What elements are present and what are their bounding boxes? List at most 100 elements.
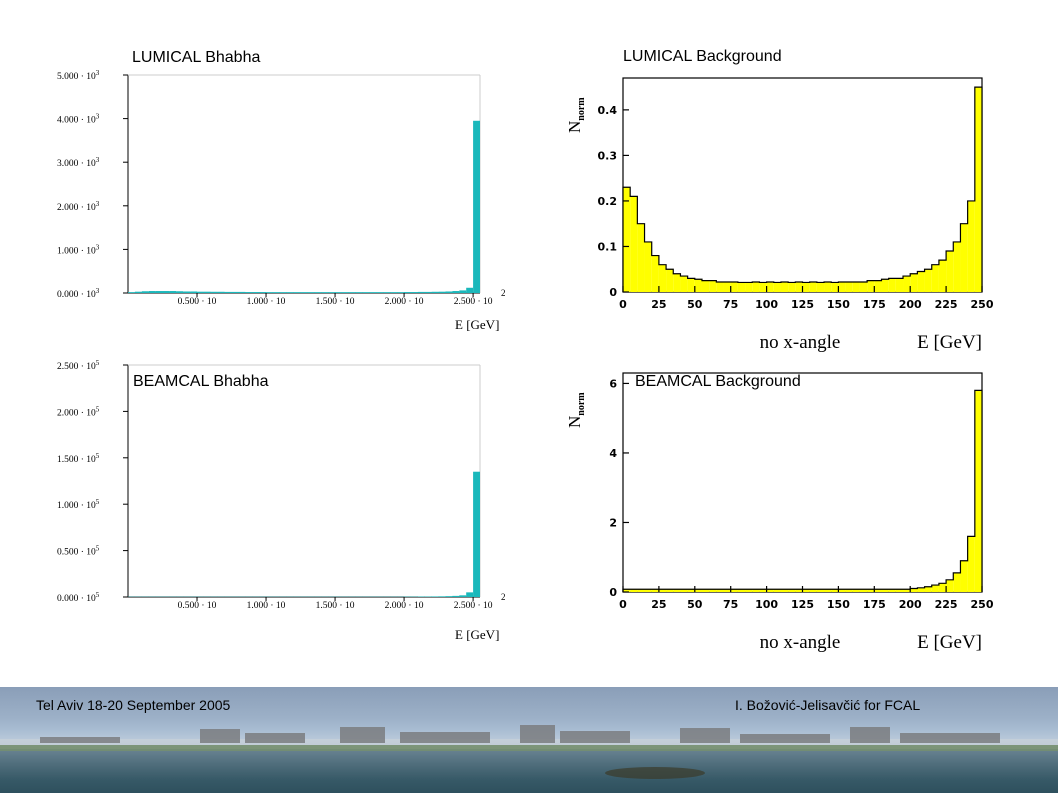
- histogram-bar: [953, 241, 961, 292]
- histogram-bar: [967, 200, 975, 292]
- histogram-bar: [737, 589, 746, 592]
- x-tick-label: 1.500 · 10: [316, 297, 355, 307]
- histogram-bar: [148, 291, 156, 293]
- histogram-bar: [438, 596, 446, 597]
- histogram-bar: [183, 291, 191, 293]
- x-tick-label: 50: [687, 598, 703, 611]
- x-axis-label: E [GeV]: [917, 332, 982, 353]
- histogram-bar: [831, 282, 839, 292]
- histogram-bar: [630, 589, 638, 592]
- y-axis-label: Nnorm: [565, 97, 587, 133]
- histogram-bar: [874, 589, 882, 592]
- histogram-bar: [424, 291, 432, 293]
- histogram-bar: [802, 589, 810, 592]
- y-tick-label: 5.000 · 103: [57, 69, 100, 82]
- histogram-bar: [845, 589, 853, 592]
- histogram-bar: [217, 291, 225, 293]
- axis-group: 0 2 4 6 0 25 50 75 100 125 150 175 200 225 250: [609, 377, 993, 611]
- histogram-bar: [210, 291, 218, 293]
- y-tick-exponent: 5: [96, 545, 100, 553]
- histogram-bar: [279, 292, 287, 293]
- histogram-bar: [946, 579, 954, 592]
- x-tick-label: 1.500 · 10: [316, 601, 355, 611]
- histogram-bar: [730, 589, 738, 592]
- y-tick-label: 0.000 · 103: [57, 287, 100, 300]
- histogram-bar: [328, 292, 336, 293]
- histogram-bar: [701, 589, 710, 592]
- histogram-bar: [780, 589, 789, 592]
- histogram-bar: [452, 595, 460, 597]
- histogram-bar: [687, 589, 695, 592]
- y-tick-label: 3.000 · 103: [57, 156, 100, 169]
- histogram-bar: [623, 187, 631, 292]
- histogram-bar: [824, 281, 832, 292]
- histogram-bar: [852, 589, 860, 592]
- y-tick-label: 1.000 · 103: [57, 243, 100, 256]
- histogram-bar: [404, 292, 411, 293]
- x-tick-label: 100: [755, 298, 778, 311]
- histogram-bar: [730, 281, 738, 292]
- histogram-bar: [473, 471, 480, 597]
- histogram-bar: [759, 282, 767, 292]
- lumical-background-panel: 0 0.1 0.2 0.3 0.4 0 25 50 75 100 125 150 175 200 225 25…: [540, 0, 1058, 355]
- histogram-bar: [376, 292, 384, 293]
- plot-frame: [622, 372, 983, 593]
- histogram-bar: [431, 291, 439, 293]
- histogram-bar: [723, 589, 731, 592]
- histogram-bar: [658, 589, 667, 592]
- histogram-bar: [701, 280, 710, 292]
- histogram-bar: [658, 264, 667, 292]
- histogram-bar: [445, 291, 453, 293]
- histogram-bar: [466, 287, 474, 293]
- y-tick-exponent: 3: [96, 156, 100, 164]
- x-tick-label: 100: [755, 598, 778, 611]
- histogram-bar: [651, 589, 659, 592]
- histogram-bar: [314, 292, 322, 293]
- histogram-bar: [931, 585, 939, 592]
- histogram-bar: [445, 596, 453, 597]
- x-tick-label: 0: [619, 598, 627, 611]
- histogram-bar: [859, 589, 868, 592]
- histogram-bar: [362, 292, 370, 293]
- beamcal-bhabha-panel: 0.000 · 105 0.500 · 105 1.000 · 105 1.500 ·…: [0, 345, 520, 655]
- histogram-bar: [431, 596, 439, 597]
- x-tick-label: 225: [935, 598, 958, 611]
- histogram-bar: [895, 589, 904, 592]
- y-tick-label: 0.4: [598, 104, 618, 117]
- x-tick-label: 225: [935, 298, 958, 311]
- histogram-bar: [128, 292, 135, 293]
- histogram-bar: [666, 269, 674, 292]
- histogram-bar: [155, 291, 163, 293]
- histogram-bar: [737, 282, 746, 292]
- histogram-bar: [802, 282, 810, 292]
- y-tick-label: 0.3: [598, 149, 618, 162]
- x-tick-label: 150: [827, 598, 850, 611]
- histogram-bar: [197, 291, 204, 293]
- histogram-bar: [938, 260, 947, 292]
- histogram-bar: [459, 595, 467, 597]
- histogram-bar: [795, 589, 803, 592]
- x-tick-label: 25: [651, 298, 666, 311]
- histogram-bar: [867, 589, 875, 592]
- lumical-bhabha-title: LUMICAL Bhabha: [132, 49, 261, 66]
- histogram-bar: [895, 278, 904, 292]
- histogram-bar: [960, 560, 968, 592]
- x-tick-label: 2.000 · 10: [385, 297, 424, 307]
- histogram-bar: [630, 196, 638, 292]
- histogram-bar: [300, 292, 308, 293]
- x-tick-label: 2.500 · 10: [454, 601, 493, 611]
- histogram-bar: [459, 290, 467, 293]
- histogram-bar: [466, 592, 474, 597]
- lumical-bhabha-panel: 0.000 · 103 1.000 · 103 2.000 · 10 3 3.000 ·…: [0, 0, 520, 345]
- x-tick-label: 1.000 · 10: [247, 297, 286, 307]
- histogram-bar: [766, 589, 774, 592]
- x-tick-exponent: 2: [501, 592, 506, 602]
- histogram-bar: [723, 281, 731, 292]
- x-tick-label: 125: [791, 598, 814, 611]
- histogram-bar: [716, 281, 724, 292]
- y-tick-label: 0.2: [598, 195, 618, 208]
- x-tick-label: 200: [899, 598, 922, 611]
- histogram-bar: [666, 589, 674, 592]
- lumical-bhabha-x-unit: E [GeV]: [455, 317, 500, 332]
